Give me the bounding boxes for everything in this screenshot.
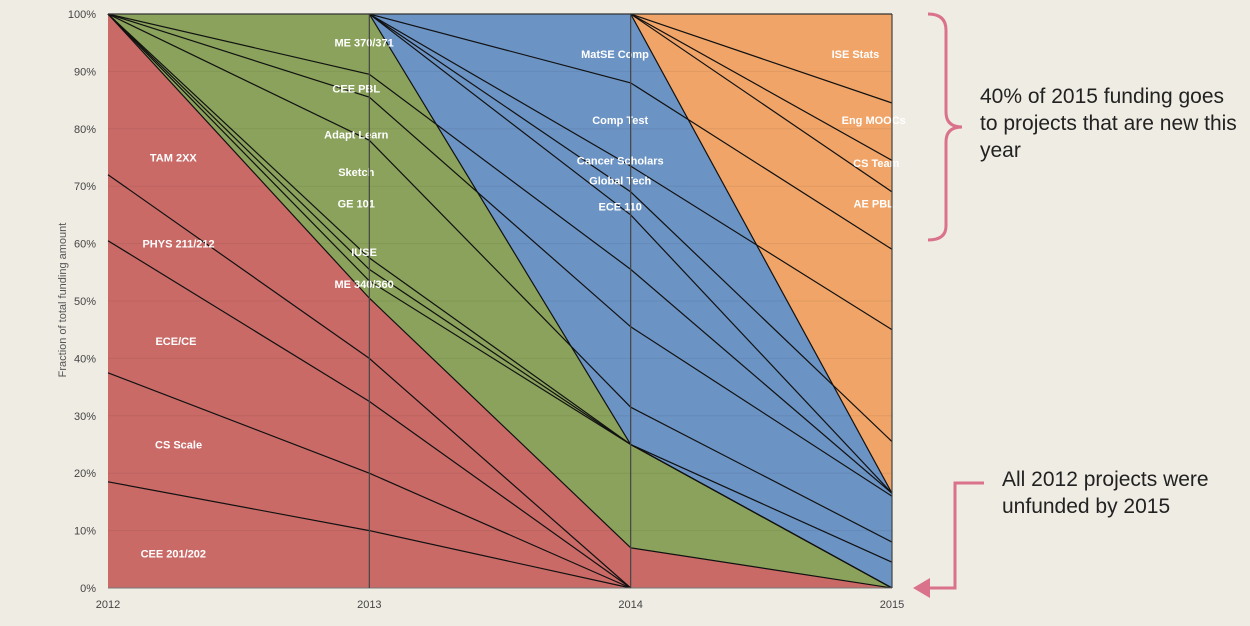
segment-label: Comp Test (592, 115, 648, 127)
x-tick-label: 2014 (618, 599, 642, 611)
boundary-line (107, 13, 893, 497)
x-tick-label: 2015 (880, 599, 904, 611)
segment-label: ECE/CE (155, 336, 196, 348)
arrow-line (925, 481, 984, 590)
boundary-line (107, 13, 893, 494)
segment-labels: CEE 201/202 CS Scale ECE/CE PHYS 211/212 TAM… (141, 38, 906, 561)
segment-label: ECE 110 (599, 201, 642, 213)
segment-label: Eng MOOCs (842, 115, 906, 127)
boundary-line (630, 13, 893, 494)
note-unfunded-2012: All 2012 projects were unfunded by 2015 (1002, 468, 1209, 518)
y-tick-label: 30% (74, 411, 96, 423)
note-new-projects: 40% of 2015 funding goes to projects tha… (980, 85, 1237, 162)
segment-label: Adapt Learn (324, 130, 388, 142)
boundary-line (107, 13, 893, 589)
area-2012-projects (108, 14, 892, 588)
arrow-head (913, 578, 930, 598)
y-tick-label: 70% (74, 181, 96, 193)
area-2013-projects (108, 14, 892, 588)
y-tick-label: 80% (74, 124, 96, 136)
segment-label: CEE PBL (332, 84, 380, 96)
y-tick-label: 50% (74, 296, 96, 308)
segment-label: ME 370/371 (334, 38, 393, 50)
segment-label: CS Team (853, 158, 899, 170)
brace-bracket (927, 12, 963, 242)
y-tick-label: 40% (74, 353, 96, 365)
boundary-line (630, 13, 893, 104)
boundary-line (630, 13, 893, 193)
boundary-line (107, 13, 893, 543)
segment-label: Cancer Scholars (577, 155, 664, 167)
segment-label: Sketch (338, 167, 374, 179)
y-tick-label: 90% (74, 66, 96, 78)
segment-label: ISE Stats (832, 49, 880, 61)
segment-label: AE PBL (854, 198, 895, 210)
annotation-brackets (913, 12, 984, 598)
y-tick-label: 0% (80, 583, 96, 595)
segment-label: MatSE Comp (581, 49, 649, 61)
x-tick-label: 2013 (357, 599, 381, 611)
x-tick-label: 2012 (96, 599, 120, 611)
y-tick-label: 10% (74, 526, 96, 538)
boundary-line (107, 13, 893, 563)
segment-label: TAM 2XX (150, 153, 198, 165)
segment-label: ME 340/360 (334, 279, 393, 291)
y-tick-label: 100% (68, 9, 96, 21)
segment-label: CEE 201/202 (141, 549, 206, 561)
y-tick-label: 20% (74, 468, 96, 480)
segment-label: IUSE (351, 247, 377, 259)
y-axis-label: Fraction of total funding amount (57, 223, 69, 378)
axes: 0% 10% 20% 30% 40% 50% 60% 70% 80% 90% 100% 2012 201… (68, 9, 904, 611)
segment-label: Global Tech (589, 175, 651, 187)
segment-label: CS Scale (155, 440, 202, 452)
segment-label: PHYS 211/212 (142, 239, 214, 251)
y-tick-label: 60% (74, 239, 96, 251)
segment-label: GE 101 (338, 198, 375, 210)
boundary-line (630, 13, 893, 161)
